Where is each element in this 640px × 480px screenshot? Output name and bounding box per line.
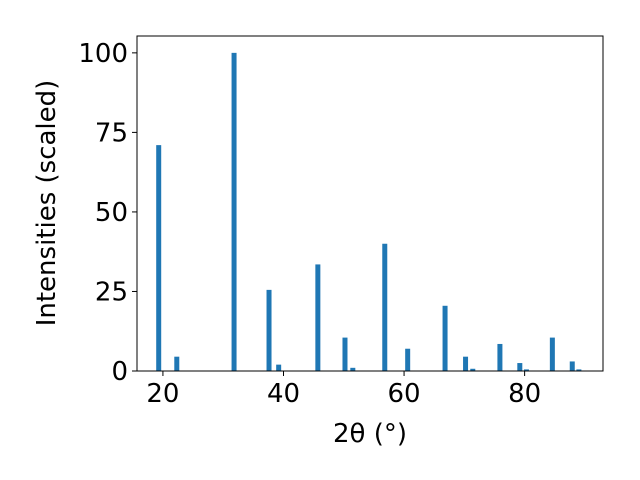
y-tick-label: 75 <box>95 118 128 148</box>
y-tick-label: 100 <box>78 39 128 69</box>
bar <box>517 363 523 371</box>
bar <box>174 356 180 371</box>
bar <box>231 52 237 371</box>
x-tick-label: 60 <box>388 379 421 409</box>
bar <box>442 305 448 371</box>
x-axis-label: 2θ (°) <box>333 419 407 449</box>
bar <box>497 343 503 371</box>
bar <box>569 361 575 371</box>
x-tick-label: 20 <box>146 379 179 409</box>
x-tick-label: 40 <box>267 379 300 409</box>
bar <box>523 369 529 371</box>
bar <box>350 367 356 371</box>
y-tick-label: 0 <box>111 357 128 387</box>
bar <box>156 145 162 371</box>
bar <box>463 356 469 371</box>
bar <box>549 337 555 371</box>
x-tick-label: 80 <box>508 379 541 409</box>
plot-frame <box>136 35 604 372</box>
y-axis-label: Intensities (scaled) <box>32 80 62 327</box>
bar <box>342 337 348 371</box>
bar <box>276 364 282 371</box>
bar <box>470 368 476 371</box>
bar <box>266 289 272 371</box>
bar <box>405 348 411 371</box>
bar <box>576 369 582 371</box>
y-tick-label: 25 <box>95 277 128 307</box>
bar <box>382 243 388 371</box>
bar <box>315 264 321 371</box>
y-tick-label: 50 <box>95 198 128 228</box>
